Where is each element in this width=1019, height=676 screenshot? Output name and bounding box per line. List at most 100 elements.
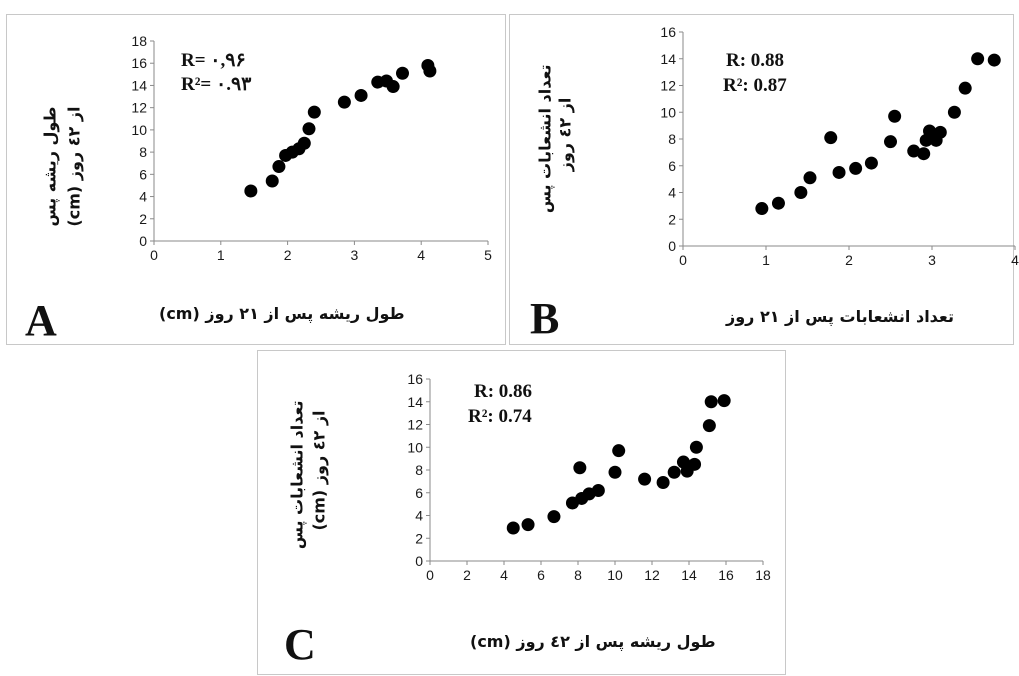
- y-tick-label: 8: [668, 131, 676, 147]
- data-point: [386, 80, 400, 94]
- y-axis-label-line1: طول ریشه پس: [40, 106, 60, 227]
- y-tick-label: 4: [139, 189, 147, 205]
- y-axis-label-line2: از ٤۲ روز (cm): [309, 410, 329, 531]
- stat-r: R= ۰,۹۶: [181, 50, 246, 71]
- y-tick-label: 14: [660, 51, 676, 67]
- y-tick-label: 4: [668, 185, 676, 201]
- y-tick-label: 12: [407, 417, 423, 433]
- data-point: [307, 105, 321, 119]
- data-point: [803, 171, 817, 185]
- data-point: [917, 147, 931, 161]
- data-point: [884, 135, 897, 149]
- stat-r2: R²: 0.87: [723, 75, 787, 96]
- data-point: [832, 165, 846, 179]
- y-tick-label: 8: [139, 144, 147, 160]
- data-point: [689, 440, 703, 454]
- data-point: [573, 461, 587, 475]
- y-tick-label: 10: [131, 122, 147, 138]
- y-tick-label: 2: [415, 530, 423, 546]
- panel-label: C: [284, 620, 316, 669]
- data-point: [888, 109, 902, 123]
- x-tick-label: 1: [217, 247, 225, 263]
- data-point: [667, 465, 681, 479]
- y-tick-label: 6: [139, 166, 147, 182]
- data-point: [958, 81, 972, 95]
- y-tick-label: 14: [131, 77, 147, 93]
- data-point: [947, 105, 961, 119]
- data-point: [864, 156, 878, 170]
- data-point: [521, 518, 535, 532]
- stat-r: R: 0.86: [474, 381, 533, 402]
- y-tick-label: 4: [415, 508, 423, 524]
- data-point: [987, 53, 1001, 67]
- scatter-panel-b: 0 2 4 6 8 10 12 14 16 0 1 2 3 4 R: 0.88 R²: 0.87 B تع…: [509, 14, 1019, 345]
- y-tick-label: 12: [131, 100, 147, 116]
- stat-r: R: 0.88: [726, 50, 785, 71]
- data-point: [688, 457, 702, 471]
- x-tick-label: 4: [500, 567, 508, 583]
- y-tick-label: 16: [131, 55, 147, 71]
- x-tick-label: 14: [681, 567, 697, 583]
- data-point: [907, 144, 921, 158]
- y-tick-label: 0: [668, 238, 676, 254]
- data-point: [591, 483, 605, 497]
- data-point: [656, 476, 670, 490]
- y-tick-label: 16: [407, 371, 423, 387]
- data-point: [547, 510, 561, 524]
- y-tick-label: 6: [415, 485, 423, 501]
- data-point: [849, 161, 863, 175]
- y-axis-label-line2: از ٤۲ روز (cm): [64, 106, 84, 227]
- y-tick-label: 12: [660, 78, 676, 94]
- x-axis-label: تعداد انشعابات پس از ۲۱ روز: [726, 307, 954, 326]
- data-point: [354, 88, 368, 102]
- data-point: [337, 95, 351, 109]
- data-point: [824, 131, 838, 145]
- data-point: [395, 66, 409, 80]
- data-point: [297, 136, 311, 150]
- data-point: [612, 444, 626, 458]
- data-point: [702, 419, 716, 433]
- data-point: [794, 186, 808, 199]
- scatter-panel-a: 0 2 4 6 8 10 12 14 16 18 0 1 2 3 4 5 R= ۰,۹۶ R²= ۰.۹۳ A…: [6, 14, 506, 345]
- x-tick-label: 3: [351, 247, 359, 263]
- x-tick-label: 4: [1011, 252, 1019, 268]
- y-axis-label-line1: تعداد انشعابات پس: [535, 64, 555, 214]
- x-axis-label: طول ریشه پس از ۲۱ روز (cm): [159, 304, 405, 323]
- x-tick-label: 0: [150, 247, 158, 263]
- data-point: [423, 64, 437, 78]
- y-tick-label: 14: [407, 394, 423, 410]
- y-tick-label: 2: [139, 211, 147, 227]
- x-tick-label: 16: [718, 567, 734, 583]
- x-tick-label: 1: [762, 252, 770, 268]
- data-point: [244, 184, 258, 198]
- data-point: [923, 124, 937, 138]
- data-point: [717, 394, 731, 408]
- panel-label: B: [530, 294, 560, 343]
- x-tick-label: 6: [537, 567, 545, 583]
- data-point: [608, 465, 622, 479]
- scatter-panel-c: 0 2 4 6 8 10 12 14 16 0 2 4 6 8 10 12 14 16 18 R: 0.86 R²:…: [257, 350, 786, 675]
- x-tick-label: 0: [426, 567, 434, 583]
- x-tick-label: 2: [284, 247, 292, 263]
- y-axis-label-line2: از ٤۲ روز: [555, 97, 575, 172]
- x-tick-label: 0: [679, 252, 687, 268]
- stat-r2: R²: 0.74: [468, 406, 532, 427]
- x-tick-label: 5: [484, 247, 492, 263]
- y-tick-label: 6: [668, 158, 676, 174]
- y-tick-label: 10: [407, 439, 423, 455]
- data-point: [506, 521, 520, 535]
- x-axis-label: طول ریشه پس از ٤۲ روز (cm): [470, 632, 716, 651]
- data-point: [704, 395, 718, 409]
- x-tick-label: 3: [928, 252, 936, 268]
- x-tick-label: 2: [845, 252, 853, 268]
- stat-r2: R²= ۰.۹۳: [181, 74, 252, 95]
- y-tick-label: 0: [415, 553, 423, 569]
- y-tick-label: 0: [139, 233, 147, 249]
- x-tick-label: 10: [607, 567, 623, 583]
- y-tick-label: 2: [668, 211, 676, 227]
- y-tick-label: 16: [660, 24, 676, 40]
- data-point: [971, 52, 985, 66]
- data-point: [771, 196, 785, 210]
